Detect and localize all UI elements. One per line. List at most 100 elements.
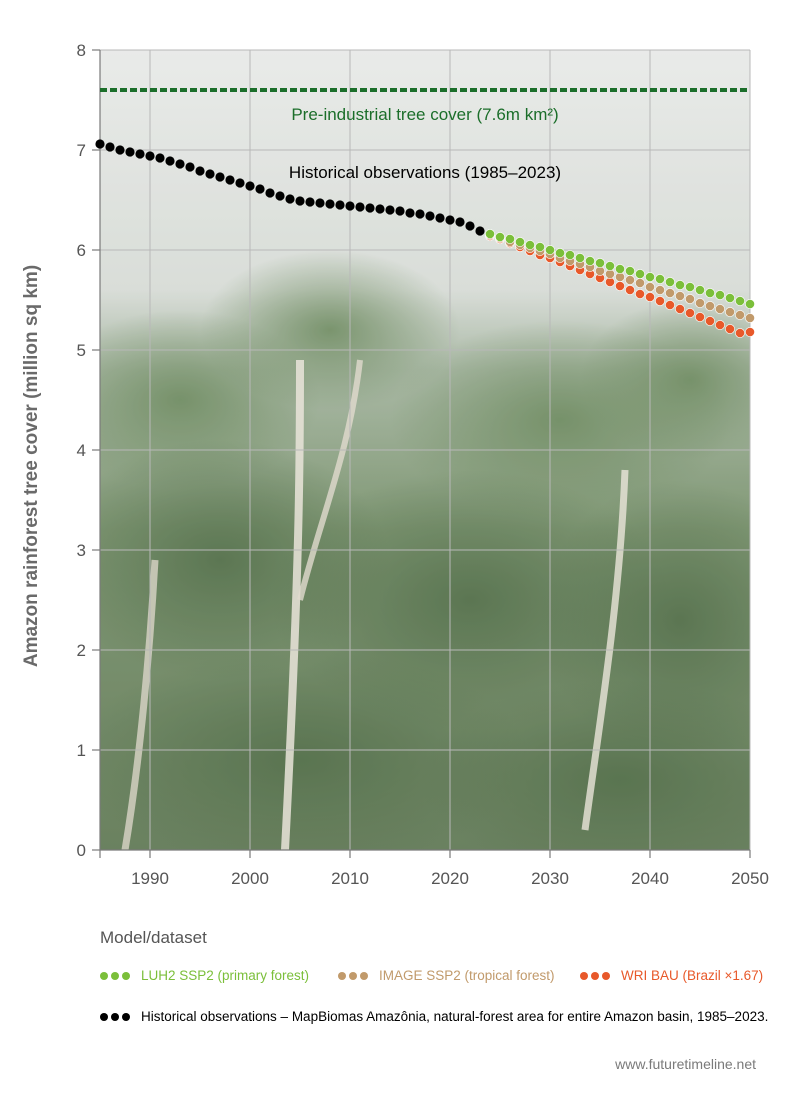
data-point-historical (185, 162, 195, 172)
data-point-wri (715, 320, 725, 330)
legend-dot-wri (591, 971, 599, 980)
data-point-luh2 (615, 264, 625, 274)
legend-dot-wri (580, 971, 588, 980)
data-point-wri (615, 281, 625, 291)
data-point-image (725, 307, 735, 317)
legend-dot-image (338, 971, 346, 980)
data-point-luh2 (745, 299, 755, 309)
data-point-historical (395, 206, 405, 216)
data-point-historical (235, 178, 245, 188)
footer-url: www.futuretimeline.net (615, 1056, 756, 1072)
legend-item-luh2: LUH2 SSP2 (primary forest) (100, 968, 309, 983)
legend-label-historical: Historical observations – MapBiomas Amaz… (141, 1009, 769, 1024)
data-point-luh2 (535, 242, 545, 252)
legend-dot-historical (100, 1012, 108, 1021)
legend-swatch-wri (580, 971, 613, 980)
legend-dot-historical (111, 1012, 119, 1021)
data-point-historical (425, 211, 435, 221)
data-point-historical (255, 184, 265, 194)
data-point-luh2 (495, 232, 505, 242)
y-axis-label: Amazon rainforest tree cover (million sq… (21, 265, 42, 667)
x-tick-label: 2010 (331, 869, 369, 888)
y-tick-label: 8 (77, 41, 86, 60)
data-point-luh2 (525, 240, 535, 250)
legend-item-image: IMAGE SSP2 (tropical forest) (338, 968, 555, 983)
legend-dot-image (360, 971, 368, 980)
data-point-image (635, 278, 645, 288)
data-point-luh2 (555, 248, 565, 258)
data-point-historical (375, 204, 385, 214)
data-point-image (745, 313, 755, 323)
data-point-luh2 (695, 285, 705, 295)
data-point-historical (345, 201, 355, 211)
y-tick-label: 3 (77, 541, 86, 560)
data-point-historical (175, 159, 185, 169)
data-point-wri (695, 312, 705, 322)
data-point-historical (115, 145, 125, 155)
axes: 0 1 2 3 4 5 6 7 8 1990 2000 2010 2020 2030 2040 2050 (77, 41, 769, 888)
data-point-wri (675, 304, 685, 314)
data-point-wri (705, 316, 715, 326)
data-point-luh2 (575, 253, 585, 263)
data-point-image (655, 285, 665, 295)
data-point-luh2 (505, 234, 515, 244)
data-point-historical (305, 197, 315, 207)
data-point-historical (195, 166, 205, 176)
data-point-wri (725, 324, 735, 334)
legend-dot-image (349, 971, 357, 980)
legend-dot-luh2 (100, 971, 108, 980)
data-point-luh2 (545, 245, 555, 255)
y-tick-label: 6 (77, 241, 86, 260)
legend-swatch-luh2 (100, 971, 133, 980)
data-point-luh2 (655, 274, 665, 284)
data-point-luh2 (675, 280, 685, 290)
data-point-historical (245, 181, 255, 191)
data-point-luh2 (665, 277, 675, 287)
legend-label-luh2: LUH2 SSP2 (primary forest) (141, 968, 310, 983)
data-point-image (715, 304, 725, 314)
data-point-luh2 (605, 261, 615, 271)
data-point-wri (635, 289, 645, 299)
data-point-historical (265, 188, 275, 198)
data-point-luh2 (595, 258, 605, 268)
y-tick-label: 7 (77, 141, 86, 160)
historical-annotation: Historical observations (1985–2023) (289, 163, 561, 182)
data-point-historical (325, 199, 335, 209)
data-points (95, 139, 755, 338)
data-point-historical (335, 200, 345, 210)
x-tick-label: 2040 (631, 869, 669, 888)
data-point-image (705, 301, 715, 311)
legend-item-wri: WRI BAU (Brazil ×1.67) (580, 968, 763, 983)
data-point-historical (155, 153, 165, 163)
y-tick-label: 4 (77, 441, 86, 460)
x-tick-label: 2020 (431, 869, 469, 888)
legend-swatch-image (338, 971, 371, 980)
data-point-historical (465, 221, 475, 231)
legend-label-image: IMAGE SSP2 (tropical forest) (379, 968, 555, 983)
data-point-historical (315, 198, 325, 208)
y-tick-label: 5 (77, 341, 86, 360)
data-point-image (695, 298, 705, 308)
data-point-luh2 (735, 296, 745, 306)
legend-swatch-historical (100, 1012, 133, 1021)
data-point-image (645, 282, 655, 292)
data-point-historical (355, 202, 365, 212)
data-point-historical (455, 217, 465, 227)
data-point-historical (285, 194, 295, 204)
data-point-historical (205, 169, 215, 179)
data-point-historical (105, 142, 115, 152)
legend-dot-historical (122, 1012, 130, 1021)
data-point-historical (405, 208, 415, 218)
data-point-luh2 (635, 269, 645, 279)
legend-dot-wri (602, 971, 610, 980)
data-point-wri (735, 328, 745, 338)
data-point-image (735, 310, 745, 320)
data-point-image (625, 275, 635, 285)
data-point-wri (655, 296, 665, 306)
data-point-wri (645, 292, 655, 302)
data-point-luh2 (625, 266, 635, 276)
data-point-historical (385, 205, 395, 215)
y-tick-label: 2 (77, 641, 86, 660)
y-tick-label: 1 (77, 741, 86, 760)
data-point-luh2 (485, 229, 495, 239)
